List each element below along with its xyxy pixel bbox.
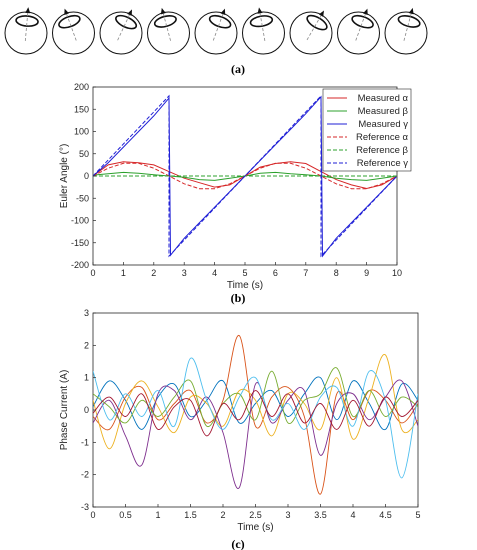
y-tick-label: -3 <box>81 502 89 512</box>
panel-label-c: (c) <box>231 537 244 550</box>
y-axis-label: Phase Current (A) <box>59 370 70 451</box>
phase-current-chart: 0 0.5 1 1.5 2 2.5 3 3.5 4 4.5 5 3 2 1 0 -1 -2 -3 Time (s) P… <box>59 308 421 533</box>
x-tick-label: 8 <box>334 268 339 278</box>
legend-entry: Reference β <box>356 145 408 156</box>
series-line <box>93 376 418 430</box>
x-tick-label: 1.5 <box>184 510 197 520</box>
y-tick-label: 1 <box>84 373 89 383</box>
x-axis-label: Time (s) <box>237 522 273 533</box>
x-tick-label: 9 <box>364 268 369 278</box>
panel-label-a: (a) <box>231 62 245 76</box>
y-tick-label: 200 <box>74 82 89 92</box>
x-tick-label: 7 <box>303 268 308 278</box>
sphere-sequence <box>4 7 428 55</box>
series-line <box>93 94 397 258</box>
plot-area <box>92 312 419 508</box>
sphere-frame <box>384 7 428 55</box>
x-tick-label: 4 <box>350 510 355 520</box>
series-line <box>93 354 418 450</box>
legend-entry: Reference γ <box>357 158 408 169</box>
x-axis-label: Time (s) <box>227 280 263 291</box>
y-tick-label: -200 <box>71 260 89 270</box>
y-axis-label: Euler Angle (°) <box>59 144 70 209</box>
x-tick-label: 2.5 <box>249 510 262 520</box>
y-tick-label: 0 <box>84 171 89 181</box>
x-tick-label: 4.5 <box>379 510 392 520</box>
y-tick-label: 0 <box>84 405 89 415</box>
sphere-frame <box>242 7 285 55</box>
y-tick-label: 150 <box>74 104 89 114</box>
y-tick-label: 50 <box>79 149 89 159</box>
legend: Measured α Measured β Measured γ Reference … <box>322 88 412 172</box>
y-tick-label: -150 <box>71 238 89 248</box>
sphere-frame <box>4 7 48 55</box>
series-line <box>93 379 418 489</box>
y-tick-label: 100 <box>74 127 89 137</box>
x-tick-label: 0.5 <box>119 510 132 520</box>
legend-entry: Measured β <box>358 106 409 117</box>
sphere-frame <box>147 7 190 55</box>
sphere-frame <box>337 8 380 55</box>
legend-entry: Measured α <box>358 93 409 104</box>
x-tick-label: 1 <box>155 510 160 520</box>
sphere-frame <box>52 8 95 55</box>
x-tick-label: 3 <box>285 510 290 520</box>
series-line <box>93 335 418 495</box>
series-line <box>93 390 418 437</box>
y-tick-label: -1 <box>81 437 89 447</box>
x-tick-label: 2 <box>151 268 156 278</box>
x-tick-label: 4 <box>212 268 217 278</box>
series-line <box>93 367 418 427</box>
euler-angle-chart: 0 1 2 3 4 5 6 7 8 9 10 200 150 100 50 0 -50 -100 -150 -200 T… <box>59 82 412 291</box>
y-tick-label: -100 <box>71 216 89 226</box>
y-tick-label: -2 <box>81 470 89 480</box>
sphere-frame <box>289 10 333 55</box>
x-tick-label: 2 <box>220 510 225 520</box>
legend-entry: Measured γ <box>358 119 408 130</box>
y-tick-label: 3 <box>84 308 89 318</box>
x-tick-label: 0 <box>90 268 95 278</box>
x-tick-label: 10 <box>392 268 402 278</box>
sphere-frame <box>99 9 143 55</box>
x-tick-label: 6 <box>273 268 278 278</box>
sphere-frame <box>194 8 238 55</box>
y-tick-label: -50 <box>76 193 89 203</box>
x-tick-label: 0 <box>90 510 95 520</box>
x-tick-label: 1 <box>121 268 126 278</box>
x-tick-label: 3 <box>182 268 187 278</box>
panel-label-b: (b) <box>231 291 246 305</box>
x-tick-label: 5 <box>415 510 420 520</box>
legend-entry: Reference α <box>356 132 408 143</box>
y-tick-label: 2 <box>84 340 89 350</box>
x-tick-label: 5 <box>242 268 247 278</box>
x-tick-label: 3.5 <box>314 510 327 520</box>
